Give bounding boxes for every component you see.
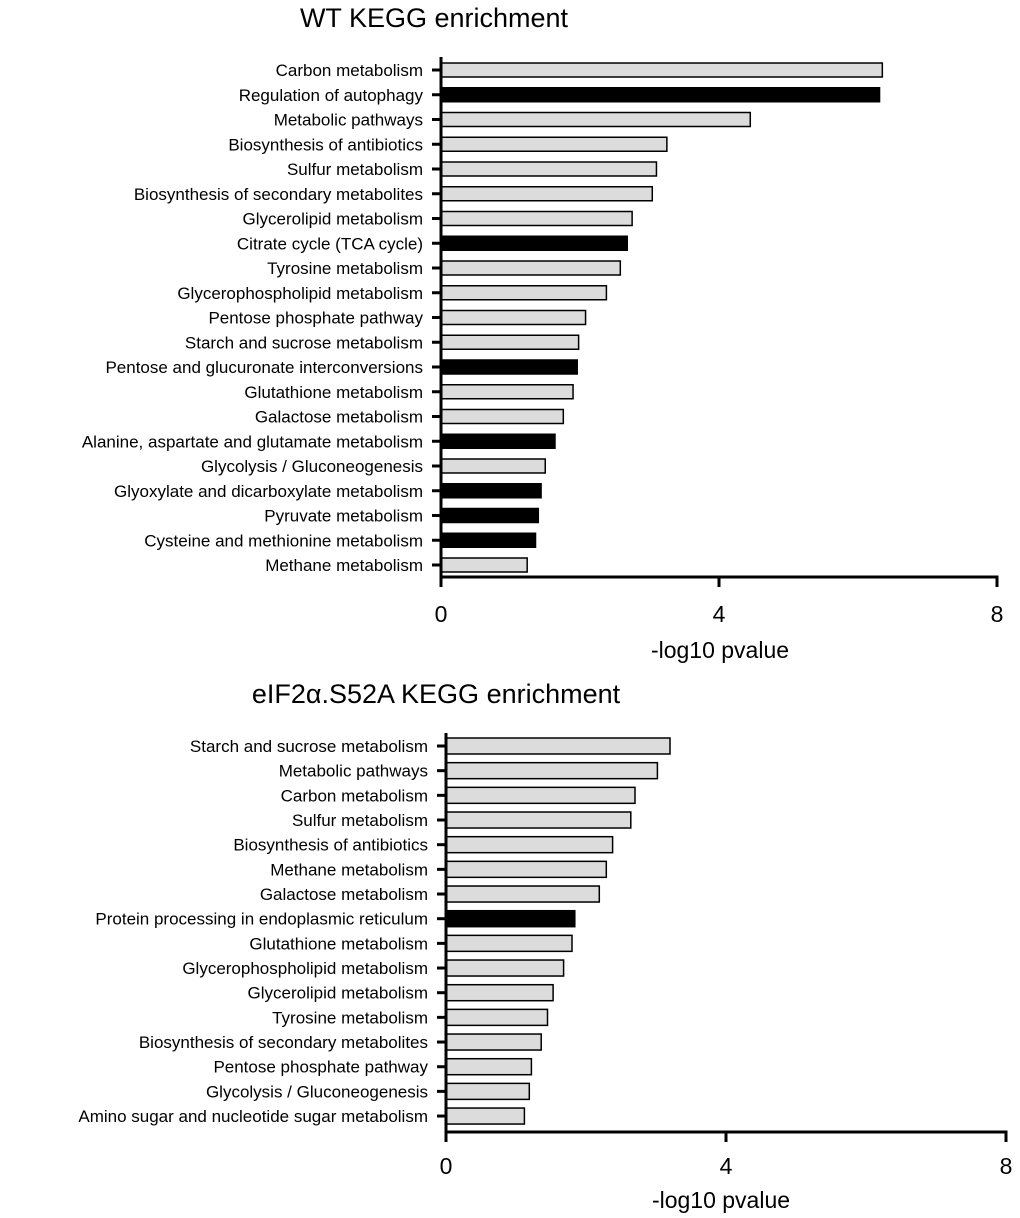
category-label: Carbon metabolism: [281, 786, 428, 805]
bar: [445, 1033, 542, 1051]
bar: [445, 737, 671, 755]
category-label: Sulfur metabolism: [292, 811, 428, 830]
category-label: Glyoxylate and dicarboxylate metabolism: [114, 482, 423, 501]
category-label: Biosynthesis of secondary metabolites: [139, 1033, 428, 1052]
category-label: Pyruvate metabolism: [264, 507, 423, 526]
bar: [445, 909, 576, 928]
bar: [440, 161, 658, 177]
category-label: Glutathione metabolism: [244, 383, 423, 402]
bar: [445, 811, 632, 829]
bar: [440, 408, 565, 425]
category-label: Galactose metabolism: [255, 408, 423, 427]
category-label: Biosynthesis of antibiotics: [228, 135, 423, 154]
category-label: Methane metabolism: [270, 860, 428, 879]
bar: [440, 210, 633, 227]
category-label: Biosynthesis of antibiotics: [233, 836, 428, 855]
category-label: Biosynthesis of secondary metabolites: [134, 185, 423, 204]
category-label: Tyrosine metabolism: [272, 1008, 428, 1027]
category-label: Citrate cycle (TCA cycle): [237, 234, 423, 253]
category-label: Pentose and glucuronate interconversions: [105, 358, 423, 377]
bar: [445, 1057, 533, 1076]
bar: [440, 359, 578, 375]
category-label: Methane metabolism: [265, 556, 423, 575]
chart-title: eIF2α.S52A KEGG enrichment: [252, 679, 621, 709]
x-tick-label: 8: [991, 601, 1004, 627]
bar: [440, 483, 542, 499]
category-label: Tyrosine metabolism: [267, 259, 423, 278]
x-tick-label: 8: [1000, 1153, 1013, 1179]
bar: [440, 87, 881, 103]
x-tick-label: 4: [720, 1153, 733, 1179]
bar: [440, 235, 629, 251]
bar: [445, 934, 573, 953]
x-tick-label: 0: [435, 601, 448, 627]
category-label: Galactose metabolism: [260, 885, 428, 904]
x-axis-label: -log10 pvalue: [651, 637, 789, 663]
bar: [440, 532, 537, 548]
category-label: Glycolysis / Gluconeogenesis: [201, 457, 423, 476]
bar: [440, 557, 528, 573]
category-label: Metabolic pathways: [274, 111, 423, 130]
bar: [445, 1008, 549, 1027]
bar: [440, 285, 608, 301]
bar: [440, 260, 622, 276]
x-tick-label: 4: [713, 601, 726, 627]
category-label: Glycerolipid metabolism: [243, 210, 423, 229]
category-label: Glutathione metabolism: [249, 934, 428, 953]
category-label: Pentose phosphate pathway: [208, 309, 423, 328]
category-label: Glycerophospholipid metabolism: [177, 284, 423, 303]
bar: [440, 136, 668, 152]
bar: [440, 384, 574, 400]
category-label: Glycolysis / Gluconeogenesis: [206, 1082, 428, 1101]
bar: [445, 786, 636, 805]
bar: [445, 885, 601, 903]
bar: [440, 458, 546, 474]
bar: [440, 507, 540, 524]
bar: [445, 761, 659, 780]
category-label: Alanine, aspartate and glutamate metabol…: [82, 432, 423, 451]
bar: [445, 860, 608, 879]
category-label: Carbon metabolism: [276, 61, 423, 80]
bar: [445, 1082, 531, 1101]
eif2a-kegg-chart: eIF2α.S52A KEGG enrichment Starch and suc…: [78, 679, 1012, 1213]
bar: [440, 309, 587, 326]
bar: [445, 983, 554, 1002]
x-tick-label: 0: [440, 1153, 453, 1179]
bar: [445, 1107, 526, 1125]
category-label: Starch and sucrose metabolism: [185, 333, 423, 352]
category-label: Metabolic pathways: [279, 762, 428, 781]
bar: [445, 959, 565, 977]
x-axis-label: -log10 pvalue: [652, 1187, 790, 1213]
bar: [440, 433, 556, 449]
category-label: Protein processing in endoplasmic reticu…: [95, 910, 428, 929]
category-label: Glycerophospholipid metabolism: [182, 959, 428, 978]
wt-kegg-chart: WT KEGG enrichment Carbon metabolism Regul…: [82, 3, 1004, 663]
chart-title: WT KEGG enrichment: [300, 3, 569, 33]
bar: [440, 186, 654, 202]
bar: [440, 111, 752, 128]
bar: [440, 334, 580, 350]
category-label: Starch and sucrose metabolism: [190, 737, 428, 756]
category-label: Amino sugar and nucleotide sugar metabol…: [78, 1107, 428, 1126]
bar: [440, 62, 884, 78]
category-label: Cysteine and methionine metabolism: [144, 531, 423, 550]
category-label: Pentose phosphate pathway: [213, 1058, 428, 1077]
category-label: Regulation of autophagy: [239, 86, 424, 105]
category-label: Glycerolipid metabolism: [248, 984, 428, 1003]
category-label: Sulfur metabolism: [287, 160, 423, 179]
bar: [445, 835, 614, 854]
